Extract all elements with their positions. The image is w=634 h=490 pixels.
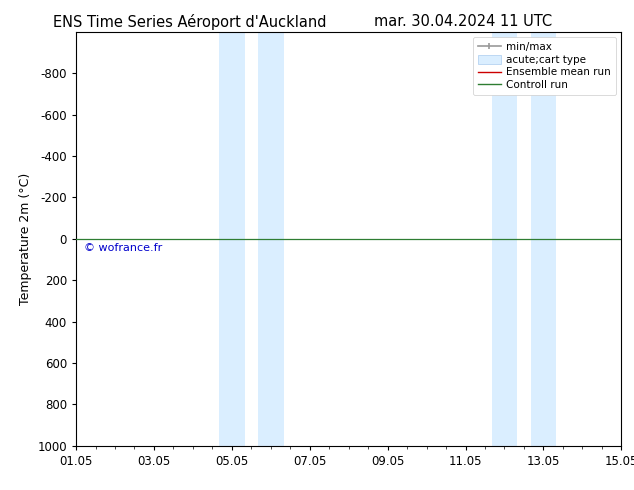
Bar: [258, 32, 283, 446]
Y-axis label: Temperature 2m (°C): Temperature 2m (°C): [19, 173, 32, 305]
Bar: [531, 32, 556, 446]
Bar: [219, 32, 245, 446]
Text: mar. 30.04.2024 11 UTC: mar. 30.04.2024 11 UTC: [374, 14, 552, 29]
Legend: min/max, acute;cart type, Ensemble mean run, Controll run: min/max, acute;cart type, Ensemble mean …: [473, 37, 616, 95]
Bar: [491, 32, 517, 446]
Text: © wofrance.fr: © wofrance.fr: [84, 243, 162, 253]
Text: ENS Time Series Aéroport d'Auckland: ENS Time Series Aéroport d'Auckland: [53, 14, 327, 30]
